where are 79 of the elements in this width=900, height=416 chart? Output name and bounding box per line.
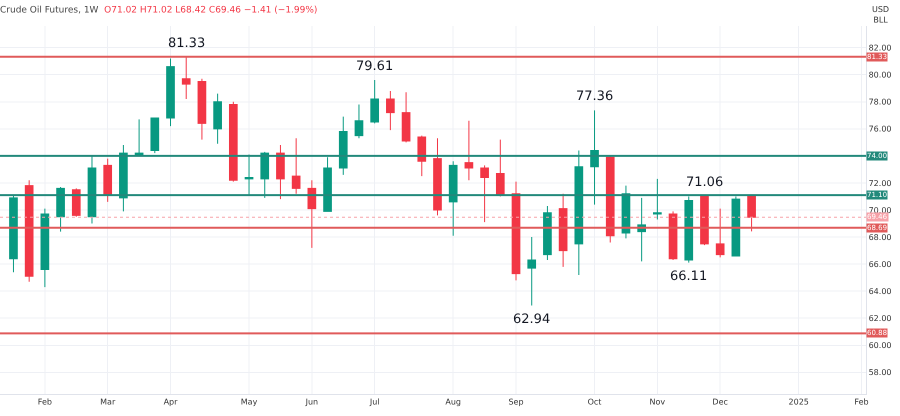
candlestick — [653, 178, 662, 220]
candlestick — [9, 194, 18, 273]
candlestick — [40, 208, 50, 288]
candlestick — [354, 104, 364, 139]
y-tick-label: 76.00 — [868, 124, 892, 134]
x-tick-label: Jul — [368, 398, 380, 407]
candlestick — [700, 195, 709, 246]
candlestick — [56, 186, 65, 232]
x-tick-label: Nov — [650, 398, 666, 407]
candlestick — [464, 120, 474, 181]
candlestick — [590, 110, 599, 206]
x-tick-label: Oct — [588, 398, 602, 407]
candlestick — [496, 139, 505, 196]
x-tick-label: May — [240, 398, 258, 407]
x-tick-label: Feb — [38, 398, 52, 407]
candlestick — [558, 193, 568, 268]
y-tick-label: 64.00 — [868, 286, 892, 296]
candlestick — [386, 90, 395, 131]
y-tick-label: 82.00 — [868, 43, 892, 52]
x-tick-label: 2025 — [788, 398, 809, 407]
candlestick — [213, 93, 222, 144]
y-axis-title: USD BLL — [872, 5, 890, 24]
x-tick-label: Dec — [712, 398, 728, 407]
candlestick — [684, 196, 694, 264]
y-tick-label: 60.00 — [868, 341, 892, 350]
candlestick — [276, 144, 285, 200]
x-tick-label: Mar — [100, 398, 116, 407]
candlestick — [150, 118, 160, 154]
candlestick — [747, 196, 756, 232]
candlestick — [732, 196, 740, 256]
annotation: 66.11 — [670, 269, 708, 284]
candlestick — [527, 236, 536, 306]
y-tick-label: 78.00 — [868, 98, 892, 107]
annotation: 81.33 — [168, 36, 206, 51]
candlestick — [512, 181, 520, 281]
y-tick-label: 72.00 — [868, 178, 892, 188]
y-tick-label: 80.00 — [868, 70, 892, 80]
chart-subtitle: O71.02 H71.02 L68.42 C69.46 −1.41 (−1.99%) — [104, 6, 318, 16]
candlestick — [166, 58, 175, 127]
candlestick — [134, 118, 144, 156]
x-tick-label: Apr — [164, 398, 178, 407]
y-tick-label: 68.00 — [868, 232, 892, 242]
candlestick — [244, 154, 254, 196]
candlestick — [370, 79, 380, 124]
candlestick — [182, 56, 191, 100]
candlestick — [448, 160, 458, 236]
candlestick — [574, 150, 584, 276]
x-tick-label: Aug — [445, 398, 462, 407]
x-tick-label: Jun — [304, 398, 318, 407]
candlestick — [72, 188, 81, 218]
annotation: 79.61 — [356, 59, 394, 74]
y-tick-label: 58.00 — [868, 368, 892, 378]
annotation: 71.06 — [686, 175, 724, 190]
candlestick — [716, 208, 725, 258]
candlestick — [543, 205, 552, 261]
candlestick — [24, 180, 34, 282]
candlestick — [417, 135, 426, 177]
candlestick — [338, 116, 348, 176]
candlestick — [308, 180, 316, 248]
y-tick-label: 62.00 — [868, 314, 892, 324]
candlestick — [198, 78, 206, 140]
x-tick-label: Feb — [854, 398, 869, 407]
annotation: 77.36 — [576, 89, 614, 104]
chart-title: Crude Oil Futures, 1W — [0, 6, 98, 16]
candlestick — [88, 155, 96, 224]
candlestick — [480, 164, 489, 223]
candlestick — [228, 101, 238, 182]
x-tick-label: Sep — [508, 398, 524, 407]
y-tick-label: 66.00 — [868, 260, 892, 269]
candlestick — [119, 144, 128, 212]
candlestick — [606, 155, 615, 243]
candlestick — [668, 210, 678, 261]
candlestick — [103, 158, 112, 202]
candlestick — [323, 156, 332, 212]
candlestick — [292, 138, 300, 194]
annotation: 62.94 — [513, 312, 550, 327]
candlestick — [260, 151, 270, 198]
candlestick — [402, 92, 410, 143]
candlestick — [433, 138, 442, 216]
